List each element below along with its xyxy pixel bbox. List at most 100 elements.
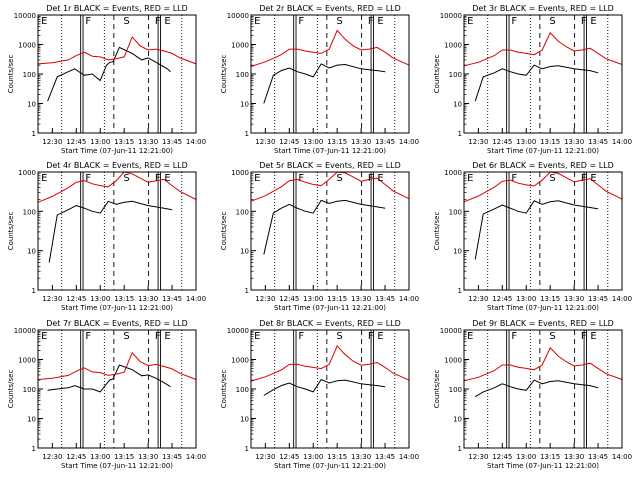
y-axis-label: Counts/sec <box>433 55 441 94</box>
y-tick-label: 1000 <box>18 42 36 50</box>
interval-marker-label: S <box>549 331 555 342</box>
y-axis-label: Counts/sec <box>7 55 15 94</box>
x-tick-label: 14:00 <box>399 453 419 461</box>
x-tick-label: 14:00 <box>612 138 632 146</box>
lld-series-line <box>463 346 623 382</box>
x-tick-label: 13:45 <box>375 295 395 303</box>
x-axis-label: Start Time (07-Jun-11 12:21:00) <box>61 147 173 155</box>
interval-marker-label: S <box>123 173 129 184</box>
y-tick-label: 1000 <box>444 357 462 365</box>
plot-frame <box>463 14 623 134</box>
panel-det-7: 1 10 100 1000 10000 12:30 12:45 13:00 13:15 13:30… <box>7 319 206 470</box>
interval-marker-label: S <box>549 16 555 27</box>
lld-series-line <box>250 29 410 67</box>
x-tick-label: 13:15 <box>540 295 560 303</box>
x-tick-label: 12:45 <box>279 295 299 303</box>
panel-det-2: 1 10 100 1000 10000 12:30 12:45 13:00 13:15 13:30… <box>220 4 419 155</box>
y-tick-label: 10000 <box>440 327 462 335</box>
x-tick-label: 12:30 <box>42 453 62 461</box>
panel-title: Det 4r BLACK = Events, RED = LLD <box>46 161 188 170</box>
x-axis-label: Start Time (07-Jun-11 12:21:00) <box>274 147 386 155</box>
y-tick-label: 100 <box>449 208 462 216</box>
interval-marker-label: F <box>581 16 587 27</box>
panel-det-5: 1 10 100 1000 12:30 12:45 13:00 13:15 13:30 13:45… <box>220 161 419 312</box>
x-tick-label: 13:15 <box>327 138 347 146</box>
interval-marker-label: E <box>41 331 47 342</box>
panel-title: Det 5r BLACK = Events, RED = LLD <box>259 161 401 170</box>
interval-marker-label: E <box>467 331 473 342</box>
y-tick-label: 1 <box>32 445 36 453</box>
lld-series-line <box>250 171 410 202</box>
x-tick-label: 13:45 <box>162 453 182 461</box>
interval-marker-label: E <box>164 16 170 27</box>
x-tick-label: 13:45 <box>375 138 395 146</box>
x-tick-label: 13:45 <box>162 138 182 146</box>
interval-marker-label: F <box>155 331 161 342</box>
y-tick-label: 10 <box>240 248 249 256</box>
x-tick-label: 13:15 <box>114 138 134 146</box>
y-tick-label: 10 <box>27 416 36 424</box>
x-tick-label: 12:45 <box>66 138 86 146</box>
x-tick-label: 13:30 <box>138 453 158 461</box>
interval-marker-label: F <box>368 331 374 342</box>
x-tick-label: 12:45 <box>66 453 86 461</box>
interval-marker-label: E <box>377 331 383 342</box>
y-tick-label: 10 <box>240 101 249 109</box>
x-tick-label: 12:45 <box>492 138 512 146</box>
y-tick-label: 1 <box>245 445 249 453</box>
interval-marker-label: E <box>467 16 473 27</box>
y-tick-label: 1000 <box>231 42 249 50</box>
events-series-line <box>47 364 171 393</box>
panel-det-8: 1 10 100 1000 10000 12:30 12:45 13:00 13:15 13:30… <box>220 319 419 470</box>
interval-marker-label: E <box>590 173 596 184</box>
x-tick-label: 12:30 <box>468 453 488 461</box>
panel-title: Det 3r BLACK = Events, RED = LLD <box>472 4 614 13</box>
x-tick-label: 12:30 <box>468 138 488 146</box>
y-tick-label: 100 <box>236 208 249 216</box>
panel-det-3: 1 10 100 1000 10000 12:30 12:45 13:00 13:15 13:30… <box>433 4 632 155</box>
x-tick-label: 13:00 <box>90 138 110 146</box>
interval-marker-label: S <box>549 173 555 184</box>
y-axis-label: Counts/sec <box>220 55 228 94</box>
x-tick-label: 12:30 <box>468 295 488 303</box>
interval-marker-label: F <box>511 16 517 27</box>
interval-marker-label: E <box>377 16 383 27</box>
interval-marker-label: F <box>581 331 587 342</box>
interval-marker-label: F <box>511 173 517 184</box>
panel-title: Det 2r BLACK = Events, RED = LLD <box>259 4 401 13</box>
panel-title: Det 8r BLACK = Events, RED = LLD <box>259 319 401 328</box>
x-axis-label: Start Time (07-Jun-11 12:21:00) <box>487 147 599 155</box>
x-tick-label: 13:00 <box>90 453 110 461</box>
plot-frame <box>250 171 410 291</box>
interval-marker-label: S <box>336 331 342 342</box>
events-series-line <box>474 200 599 260</box>
x-axis-label: Start Time (07-Jun-11 12:21:00) <box>61 462 173 470</box>
y-tick-label: 10000 <box>440 12 462 20</box>
y-tick-label: 10000 <box>227 327 249 335</box>
panel-title: Det 1r BLACK = Events, RED = LLD <box>46 4 188 13</box>
plot-frame <box>463 171 623 291</box>
panel-det-9: 1 10 100 1000 10000 12:30 12:45 13:00 13:15 13:30… <box>433 319 632 470</box>
plot-frame <box>37 171 197 291</box>
x-tick-label: 13:15 <box>114 453 134 461</box>
y-axis-label: Counts/sec <box>433 212 441 251</box>
x-tick-label: 13:45 <box>375 453 395 461</box>
x-tick-label: 13:30 <box>138 295 158 303</box>
interval-marker-label: F <box>155 173 161 184</box>
x-tick-label: 12:30 <box>42 138 62 146</box>
y-tick-label: 10 <box>27 101 36 109</box>
interval-marker-label: F <box>85 173 91 184</box>
interval-marker-label: F <box>85 16 91 27</box>
lld-series-line <box>250 344 410 382</box>
interval-marker-label: S <box>336 16 342 27</box>
y-tick-label: 10000 <box>14 327 36 335</box>
events-series-line <box>474 64 599 102</box>
x-tick-label: 13:00 <box>303 453 323 461</box>
y-tick-label: 1 <box>245 130 249 138</box>
lld-series-line <box>37 36 197 65</box>
interval-marker-label: E <box>41 16 47 27</box>
y-tick-label: 10 <box>240 416 249 424</box>
interval-marker-label: F <box>298 16 304 27</box>
plot-frame <box>37 14 197 134</box>
